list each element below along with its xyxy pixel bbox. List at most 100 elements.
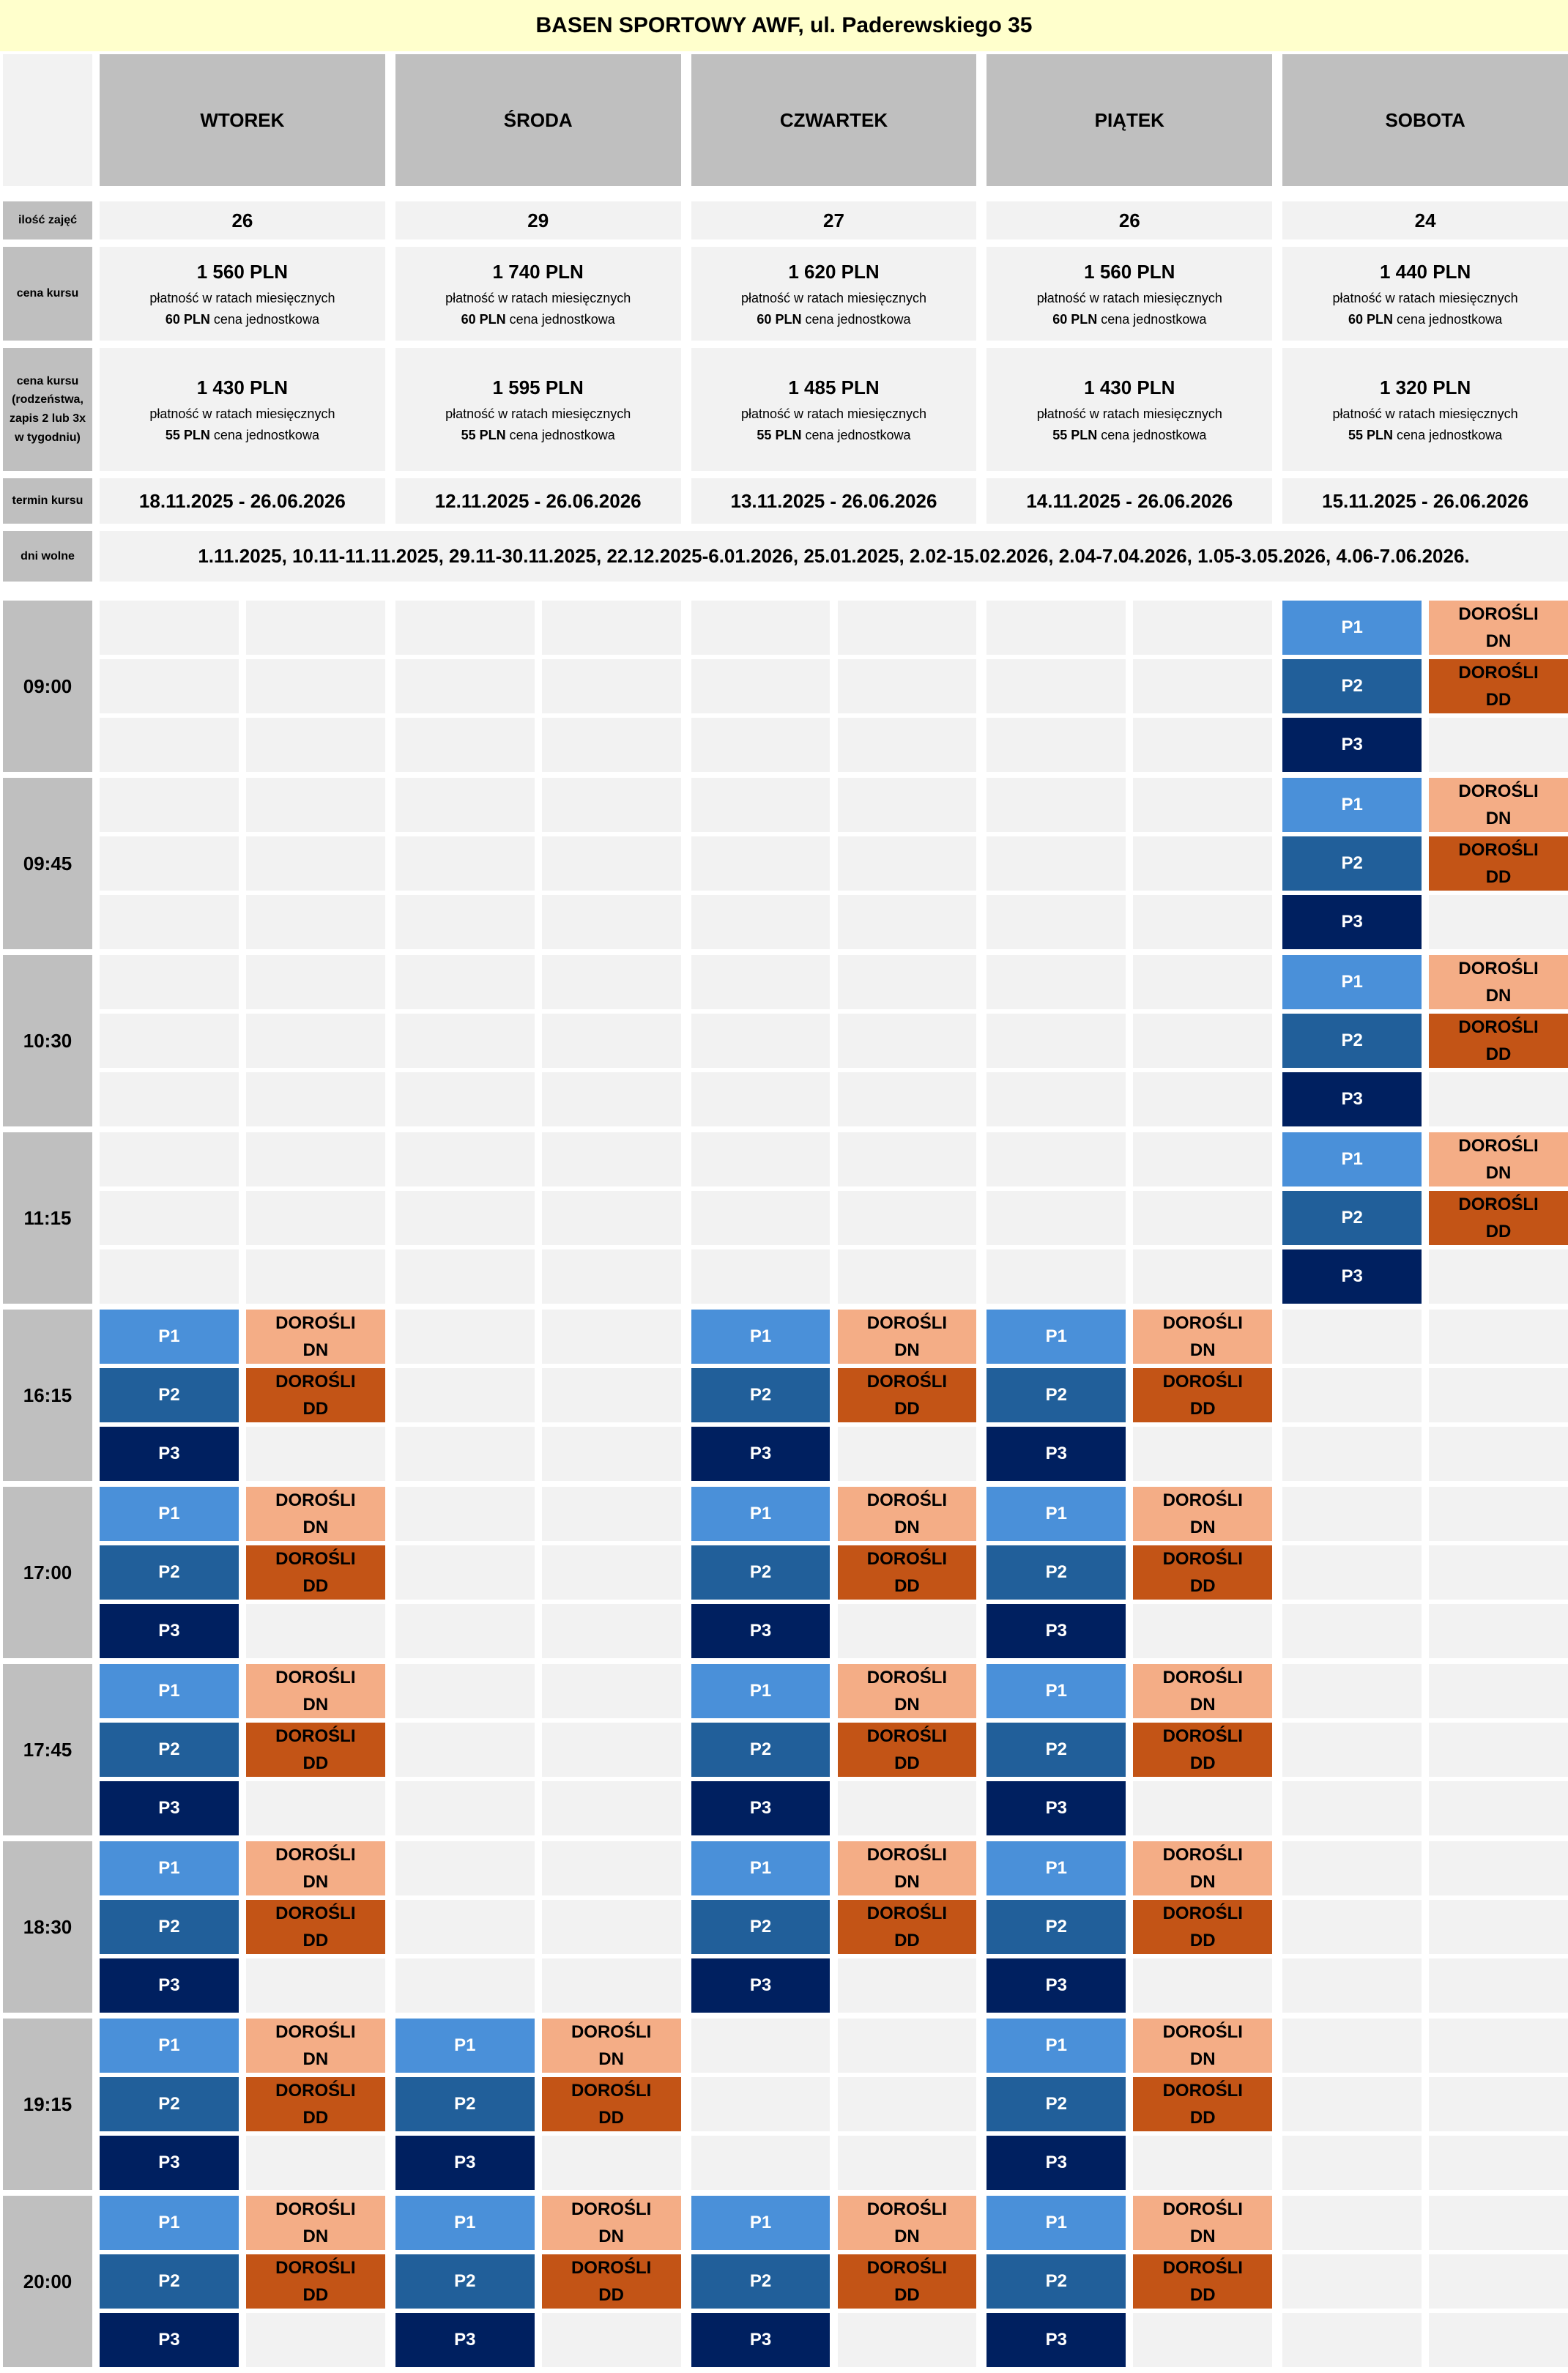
empty-cell bbox=[395, 1014, 535, 1068]
empty-cell bbox=[100, 718, 239, 772]
row-label: termin kursu bbox=[3, 478, 92, 524]
group-cell: P2 bbox=[986, 1900, 1126, 1954]
empty-cell bbox=[245, 895, 385, 949]
empty-cell bbox=[541, 1958, 681, 2013]
empty-cell bbox=[986, 1191, 1126, 1245]
empty-cell bbox=[691, 895, 831, 949]
course-term: 13.11.2025 - 26.06.2026 bbox=[691, 478, 977, 524]
group-cell: P2 bbox=[986, 1545, 1126, 1600]
empty-cell bbox=[837, 1958, 977, 2013]
group-cell: P1 bbox=[986, 1664, 1126, 1718]
empty-cell bbox=[100, 659, 239, 713]
adult-group-cell: DOROŚLI DN bbox=[245, 1841, 385, 1895]
empty-cell bbox=[1133, 955, 1273, 1009]
adult-group-cell: DOROŚLI DD bbox=[1429, 659, 1568, 713]
empty-cell bbox=[541, 1310, 681, 1364]
empty-cell bbox=[100, 895, 239, 949]
group-cell: P1 bbox=[100, 2019, 239, 2073]
group-cell: P1 bbox=[1282, 601, 1422, 655]
empty-cell bbox=[100, 601, 239, 655]
group-cell: P1 bbox=[691, 2196, 831, 2250]
price-cell: 1 485 PLN płatność w ratach miesięcznych 5… bbox=[691, 348, 977, 471]
group-cell: P2 bbox=[691, 1368, 831, 1422]
empty-cell bbox=[245, 718, 385, 772]
empty-cell bbox=[100, 1249, 239, 1304]
group-cell: P3 bbox=[100, 1427, 239, 1481]
group-cell: P3 bbox=[691, 1604, 831, 1658]
payment-note: płatność w ratach miesięcznych bbox=[149, 290, 335, 305]
empty-cell bbox=[245, 1604, 385, 1658]
empty-cell bbox=[1429, 1072, 1568, 1126]
adult-group-cell: DOROŚLI DN bbox=[1429, 778, 1568, 832]
empty-cell bbox=[1133, 1072, 1273, 1126]
group-cell: P2 bbox=[691, 2254, 831, 2309]
group-cell: P1 bbox=[986, 1487, 1126, 1541]
adult-group-cell: DOROŚLI DD bbox=[1133, 1900, 1273, 1954]
group-cell: P3 bbox=[395, 2313, 535, 2367]
unit-price: 60 PLN bbox=[757, 311, 802, 327]
unit-price-line: 60 PLN cena jednostkowa bbox=[1348, 312, 1502, 327]
empty-cell bbox=[1429, 1310, 1568, 1364]
group-cell: P2 bbox=[1282, 659, 1422, 713]
empty-cell bbox=[691, 718, 831, 772]
payment-note: płatność w ratach miesięcznych bbox=[1036, 290, 1222, 305]
price-cell: 1 560 PLN płatność w ratach miesięcznych 6… bbox=[100, 247, 385, 341]
empty-cell bbox=[541, 1781, 681, 1835]
group-cell: P3 bbox=[691, 1781, 831, 1835]
empty-cell bbox=[395, 955, 535, 1009]
unit-note: cena jednostkowa bbox=[1397, 427, 1503, 442]
empty-cell bbox=[541, 778, 681, 832]
adult-group-cell: DOROŚLI DD bbox=[245, 1368, 385, 1422]
unit-note: cena jednostkowa bbox=[805, 427, 911, 442]
empty-cell bbox=[1429, 1368, 1568, 1422]
time-label: 16:15 bbox=[3, 1310, 92, 1481]
price: 1 430 PLN bbox=[1084, 376, 1175, 398]
payment-note: płatność w ratach miesięcznych bbox=[740, 406, 927, 421]
empty-cell bbox=[541, 1604, 681, 1658]
empty-cell bbox=[541, 955, 681, 1009]
unit-price: 60 PLN bbox=[1052, 311, 1098, 327]
group-cell: P1 bbox=[691, 1664, 831, 1718]
empty-cell bbox=[541, 1368, 681, 1422]
empty-cell bbox=[245, 1191, 385, 1245]
group-cell: P2 bbox=[986, 1368, 1126, 1422]
group-cell: P2 bbox=[986, 1723, 1126, 1777]
empty-cell bbox=[837, 836, 977, 891]
empty-cell bbox=[837, 2313, 977, 2367]
group-cell: P3 bbox=[691, 1958, 831, 2013]
empty-cell bbox=[245, 778, 385, 832]
empty-cell bbox=[691, 1249, 831, 1304]
empty-cell bbox=[1429, 1900, 1568, 1954]
unit-price-line: 55 PLN cena jednostkowa bbox=[1052, 428, 1206, 443]
empty-cell bbox=[837, 1427, 977, 1481]
price-cell: 1 440 PLN płatność w ratach miesięcznych 6… bbox=[1282, 247, 1568, 341]
empty-cell bbox=[395, 1900, 535, 1954]
empty-cell bbox=[1133, 718, 1273, 772]
empty-cell bbox=[691, 2136, 831, 2190]
empty-cell bbox=[1133, 1427, 1273, 1481]
empty-cell bbox=[100, 1191, 239, 1245]
empty-cell bbox=[245, 1072, 385, 1126]
unit-price-line: 55 PLN cena jednostkowa bbox=[166, 428, 319, 443]
price-cell: 1 620 PLN płatność w ratach miesięcznych 6… bbox=[691, 247, 977, 341]
empty-cell bbox=[1282, 1427, 1422, 1481]
adult-group-cell: DOROŚLI DN bbox=[837, 2196, 977, 2250]
day-header: PIĄTEK bbox=[986, 54, 1273, 186]
payment-note: płatność w ratach miesięcznych bbox=[1332, 290, 1518, 305]
empty-cell bbox=[541, 1900, 681, 1954]
empty-cell bbox=[245, 1427, 385, 1481]
empty-cell bbox=[1282, 1368, 1422, 1422]
group-cell: P1 bbox=[691, 1310, 831, 1364]
empty-cell bbox=[837, 1072, 977, 1126]
adult-group-cell: DOROŚLI DN bbox=[245, 2196, 385, 2250]
empty-cell bbox=[1282, 1723, 1422, 1777]
empty-cell bbox=[691, 1132, 831, 1186]
unit-note: cena jednostkowa bbox=[509, 311, 615, 327]
payment-note: płatność w ratach miesięcznych bbox=[740, 290, 927, 305]
group-cell: P3 bbox=[1282, 895, 1422, 949]
empty-cell bbox=[837, 601, 977, 655]
group-cell: P1 bbox=[100, 1664, 239, 1718]
group-cell: P1 bbox=[986, 1310, 1126, 1364]
price: 1 320 PLN bbox=[1379, 376, 1471, 398]
adult-group-cell: DOROŚLI DN bbox=[1133, 2196, 1273, 2250]
